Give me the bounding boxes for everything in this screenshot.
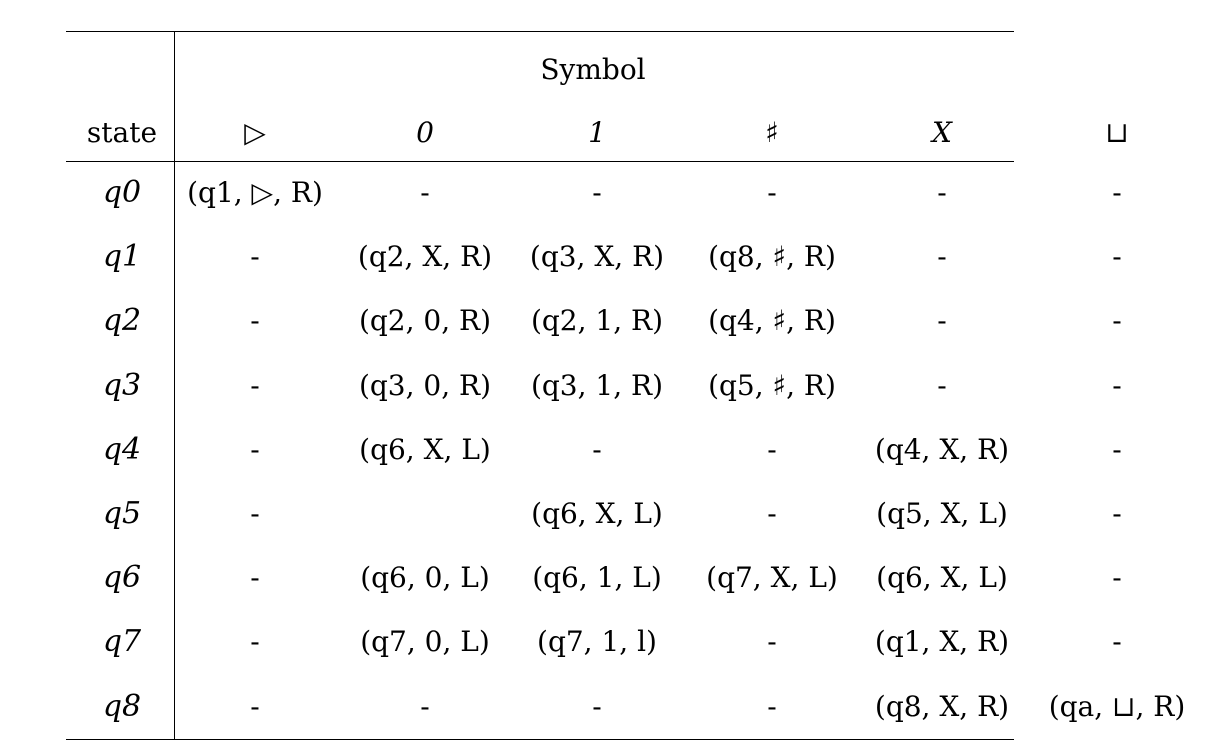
state-label: q0	[102, 175, 142, 210]
transition-cell: -	[250, 561, 260, 595]
transition-cell: -	[937, 368, 947, 402]
bottom-rule	[66, 739, 1014, 740]
transition-cell: -	[1112, 497, 1122, 530]
transition-cell: (q5, ♯, R)	[708, 368, 836, 402]
transition-cell: -	[250, 689, 260, 723]
transition-cell: (q4, ♯, R)	[708, 304, 836, 338]
transition-cell: -	[1112, 368, 1122, 402]
transition-cell: -	[1112, 432, 1122, 466]
transition-cell: -	[592, 689, 602, 723]
symbol-header: 1	[588, 116, 606, 149]
symbol-header: ⊔	[1105, 116, 1129, 149]
transition-cell: (q6, X, L)	[876, 561, 1008, 595]
transition-cell: (q4, X, R)	[874, 432, 1010, 466]
transition-cell: (q6, X, L)	[359, 432, 491, 466]
transition-cell: (q8, X, R)	[874, 689, 1010, 723]
transition-cell: -	[767, 432, 777, 466]
state-column-divider	[174, 31, 175, 740]
state-label: q2	[102, 303, 142, 339]
transition-cell: -	[250, 240, 260, 274]
transition-cell: -	[937, 304, 947, 338]
transition-cell: (q1, ▷, R)	[187, 176, 323, 209]
state-label: q4	[102, 431, 142, 467]
transition-cell: -	[250, 304, 260, 338]
transition-cell: -	[1112, 304, 1122, 338]
symbol-header: ♯	[765, 116, 779, 149]
transition-cell: -	[250, 368, 260, 402]
transition-cell: (q6, 0, L)	[360, 561, 490, 595]
state-label: q6	[102, 560, 142, 596]
transition-cell: (q6, X, L)	[531, 497, 663, 530]
transition-cell: -	[592, 432, 602, 466]
transition-cell: -	[250, 497, 260, 530]
transition-cell: -	[767, 497, 777, 530]
transition-cell: -	[420, 689, 430, 723]
transition-cell: (q2, 1, R)	[530, 304, 664, 338]
transition-cell: -	[767, 689, 777, 723]
transition-cell: (q7, 1, l)	[537, 625, 657, 659]
symbol-header: ▷	[244, 116, 266, 149]
transition-cell: (q3, X, R)	[529, 240, 665, 274]
transition-cell: (q1, X, R)	[874, 625, 1010, 659]
transition-cell: (q2, X, R)	[357, 240, 493, 274]
transition-cell: -	[1112, 561, 1122, 595]
state-label: q1	[102, 239, 142, 275]
transition-cell: (q3, 0, R)	[358, 368, 492, 402]
transition-cell: (q2, 0, R)	[358, 304, 492, 338]
transition-cell: -	[937, 240, 947, 274]
top-rule	[66, 31, 1014, 32]
transition-cell: (q6, 1, L)	[532, 561, 662, 595]
transition-cell: (qa, ⊔, R)	[1048, 689, 1186, 723]
transition-cell: -	[1112, 176, 1122, 209]
symbol-header: X	[932, 116, 952, 149]
transition-cell: -	[1112, 240, 1122, 274]
transition-cell: -	[250, 432, 260, 466]
symbol-header: 0	[416, 116, 434, 149]
transition-cell: -	[937, 176, 947, 209]
transition-cell: (q5, X, L)	[876, 497, 1008, 530]
header-rule	[66, 161, 1014, 162]
transition-cell: (q7, 0, L)	[360, 625, 490, 659]
transition-cell: -	[420, 176, 430, 209]
transition-cell: -	[592, 176, 602, 209]
transition-cell: (q8, ♯, R)	[708, 240, 836, 274]
transition-cell: -	[1112, 625, 1122, 659]
state-label: q5	[102, 496, 142, 531]
state-label: q7	[102, 624, 142, 660]
state-label: q3	[102, 367, 142, 403]
symbol-group-header: Symbol	[540, 53, 646, 86]
state-column-header: state	[86, 116, 158, 149]
transition-cell: (q7, X, L)	[706, 561, 838, 595]
state-label: q8	[102, 688, 142, 724]
transition-cell: -	[250, 625, 260, 659]
transition-cell: (q3, 1, R)	[530, 368, 664, 402]
transition-cell: -	[767, 625, 777, 659]
transition-cell: -	[767, 176, 777, 209]
